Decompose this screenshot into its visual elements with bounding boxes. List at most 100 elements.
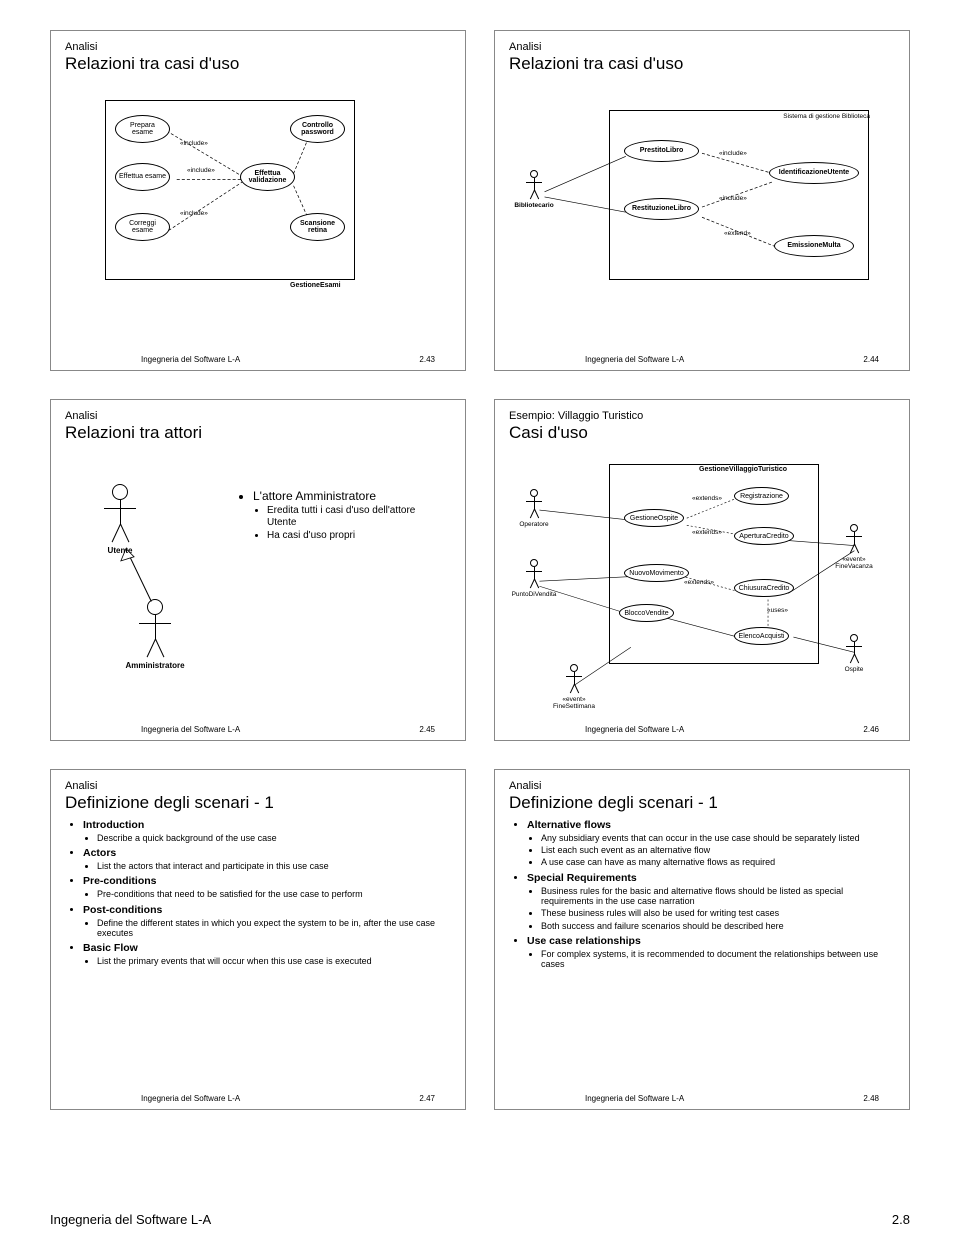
system-label: GestioneEsami — [290, 282, 341, 289]
actor-finesettimana: «event» FineSettimana — [564, 664, 584, 700]
content: Alternative flowsAny subsidiary events t… — [509, 819, 895, 1083]
slide-title: Definizione degli scenari - 1 — [65, 793, 451, 813]
bullet-item: ActorsList the actors that interact and … — [83, 847, 451, 871]
bullet-subitem: List each such event as an alternative f… — [541, 845, 895, 855]
slide-header: Analisi — [509, 780, 895, 792]
usecase-effettua-validazione: Effettua validazione — [240, 163, 295, 191]
slide-footer: Ingegneria del Software L-A 2.47 — [51, 1094, 465, 1103]
rel-label: «extend» — [724, 230, 751, 237]
usecase-restituzione: RestituzioneLibro — [624, 198, 699, 220]
bullet-list: IntroductionDescribe a quick background … — [65, 819, 451, 967]
slide-number: 2.45 — [419, 725, 435, 734]
footer-course: Ingegneria del Software L-A — [141, 355, 240, 364]
rel-label: «extends» — [692, 529, 722, 536]
slide-footer: Ingegneria del Software L-A 2.48 — [495, 1094, 909, 1103]
bullet-item: Alternative flowsAny subsidiary events t… — [527, 819, 895, 868]
footer-course: Ingegneria del Software L-A — [50, 1212, 211, 1227]
usecase-controllo: Controllo password — [290, 115, 345, 143]
slide-43: Analisi Relazioni tra casi d'uso Prepara… — [50, 30, 466, 371]
slide-footer: Ingegneria del Software L-A 2.43 — [51, 355, 465, 364]
bullet-subitem: Pre-conditions that need to be satisfied… — [97, 889, 451, 899]
rel-label: «extends» — [684, 579, 714, 586]
slide-44: Analisi Relazioni tra casi d'uso Sistema… — [494, 30, 910, 371]
slide-footer: Ingegneria del Software L-A 2.44 — [495, 355, 909, 364]
footer-course: Ingegneria del Software L-A — [585, 1094, 684, 1103]
rel-label: «include» — [180, 140, 208, 147]
footer-course: Ingegneria del Software L-A — [141, 1094, 240, 1103]
system-label: GestioneVillaggioTuristico — [699, 466, 787, 473]
slide-header: Analisi — [65, 780, 451, 792]
system-label: Sistema di gestione Biblioteca — [783, 113, 870, 120]
bullet-subitem: Any subsidiary events that can occur in … — [541, 833, 895, 843]
bullet-item: Pre-conditionsPre-conditions that need t… — [83, 875, 451, 899]
slide-title: Relazioni tra casi d'uso — [65, 54, 451, 74]
footer-course: Ingegneria del Software L-A — [585, 355, 684, 364]
slide-47: Analisi Definizione degli scenari - 1 In… — [50, 769, 466, 1110]
actor-operatore: Operatore — [524, 489, 544, 525]
slide-footer: Ingegneria del Software L-A 2.45 — [51, 725, 465, 734]
slide-title: Relazioni tra casi d'uso — [509, 54, 895, 74]
actor-puntodivendita: PuntoDiVendita — [524, 559, 544, 595]
bullet-item: Use case relationshipsFor complex system… — [527, 935, 895, 970]
actor-finevacanza: «event» FineVacanza — [844, 524, 864, 560]
bullet-subitem: For complex systems, it is recommended t… — [541, 949, 895, 970]
rel-label: «uses» — [767, 607, 788, 614]
bullet-item: Special RequirementsBusiness rules for t… — [527, 872, 895, 931]
bullet-subitem: Describe a quick background of the use c… — [97, 833, 451, 843]
rel-label: «include» — [719, 150, 747, 157]
bullet-list: Alternative flowsAny subsidiary events t… — [509, 819, 895, 970]
bullet-subitem: These business rules will also be used f… — [541, 908, 895, 918]
slide-number: 2.44 — [863, 355, 879, 364]
slide-title: Casi d'uso — [509, 423, 895, 443]
slide-header: Analisi — [65, 41, 451, 53]
bullet-item: IntroductionDescribe a quick background … — [83, 819, 451, 843]
content: IntroductionDescribe a quick background … — [65, 819, 451, 1083]
usecase-correggi: Correggi esame — [115, 213, 170, 241]
slide-46: Esempio: Villaggio Turistico Casi d'uso … — [494, 399, 910, 740]
slide-number: 2.46 — [863, 725, 879, 734]
diagram: Prepara esame Effettua esame Correggi es… — [65, 80, 451, 344]
slide-header: Analisi — [509, 41, 895, 53]
rel-label: «include» — [180, 210, 208, 217]
bullet-subitem: List the primary events that will occur … — [97, 956, 451, 966]
page: Analisi Relazioni tra casi d'uso Prepara… — [0, 0, 960, 1249]
usecase-identificazione: IdentificazioneUtente — [769, 162, 859, 184]
bullet-subitem: List the actors that interact and partic… — [97, 861, 451, 871]
actor-utente: Utente — [100, 484, 140, 554]
slide-45: Analisi Relazioni tra attori Utente Ammi… — [50, 399, 466, 740]
slides-grid: Analisi Relazioni tra casi d'uso Prepara… — [50, 30, 910, 1110]
usecase-prepara: Prepara esame — [115, 115, 170, 143]
page-footer: Ingegneria del Software L-A 2.8 — [50, 1212, 910, 1227]
usecase-multa: EmissioneMulta — [774, 235, 854, 257]
slide-number: 2.47 — [419, 1094, 435, 1103]
actor-amministratore: Amministratore — [135, 599, 175, 669]
actor-bibliotecario: Bibliotecario — [524, 170, 544, 206]
bullet-item: Basic FlowList the primary events that w… — [83, 942, 451, 966]
footer-course: Ingegneria del Software L-A — [585, 725, 684, 734]
diagram: Utente Amministratore L'attore Amministr… — [65, 449, 451, 713]
rel-label: «extends» — [692, 495, 722, 502]
slide-number: 2.48 — [863, 1094, 879, 1103]
slide-header: Analisi — [65, 410, 451, 422]
rel-label: «include» — [719, 195, 747, 202]
rel-label: «include» — [187, 167, 215, 174]
slide-header: Esempio: Villaggio Turistico — [509, 410, 895, 422]
slide-title: Definizione degli scenari - 1 — [509, 793, 895, 813]
slide-48: Analisi Definizione degli scenari - 1 Al… — [494, 769, 910, 1110]
diagram: Sistema di gestione Biblioteca Bibliotec… — [509, 80, 895, 344]
footer-page: 2.8 — [892, 1212, 910, 1227]
bullet-subitem: Business rules for the basic and alterna… — [541, 886, 895, 907]
diagram: GestioneVillaggioTuristico — [509, 449, 895, 713]
slide-footer: Ingegneria del Software L-A 2.46 — [495, 725, 909, 734]
footer-course: Ingegneria del Software L-A — [141, 725, 240, 734]
bullet-item: Post-conditionsDefine the different stat… — [83, 904, 451, 939]
bullet-subitem: Both success and failure scenarios shoul… — [541, 921, 895, 931]
bullet-subitem: A use case can have as many alternative … — [541, 857, 895, 867]
usecase-prestito: PrestitoLibro — [624, 140, 699, 162]
bullet-list: L'attore Amministratore Eredita tutti i … — [235, 489, 425, 546]
actor-ospite: Ospite — [844, 634, 864, 670]
slide-number: 2.43 — [419, 355, 435, 364]
bullet-subitem: Define the different states in which you… — [97, 918, 451, 939]
slide-title: Relazioni tra attori — [65, 423, 451, 443]
usecase-scansione: Scansione retina — [290, 213, 345, 241]
